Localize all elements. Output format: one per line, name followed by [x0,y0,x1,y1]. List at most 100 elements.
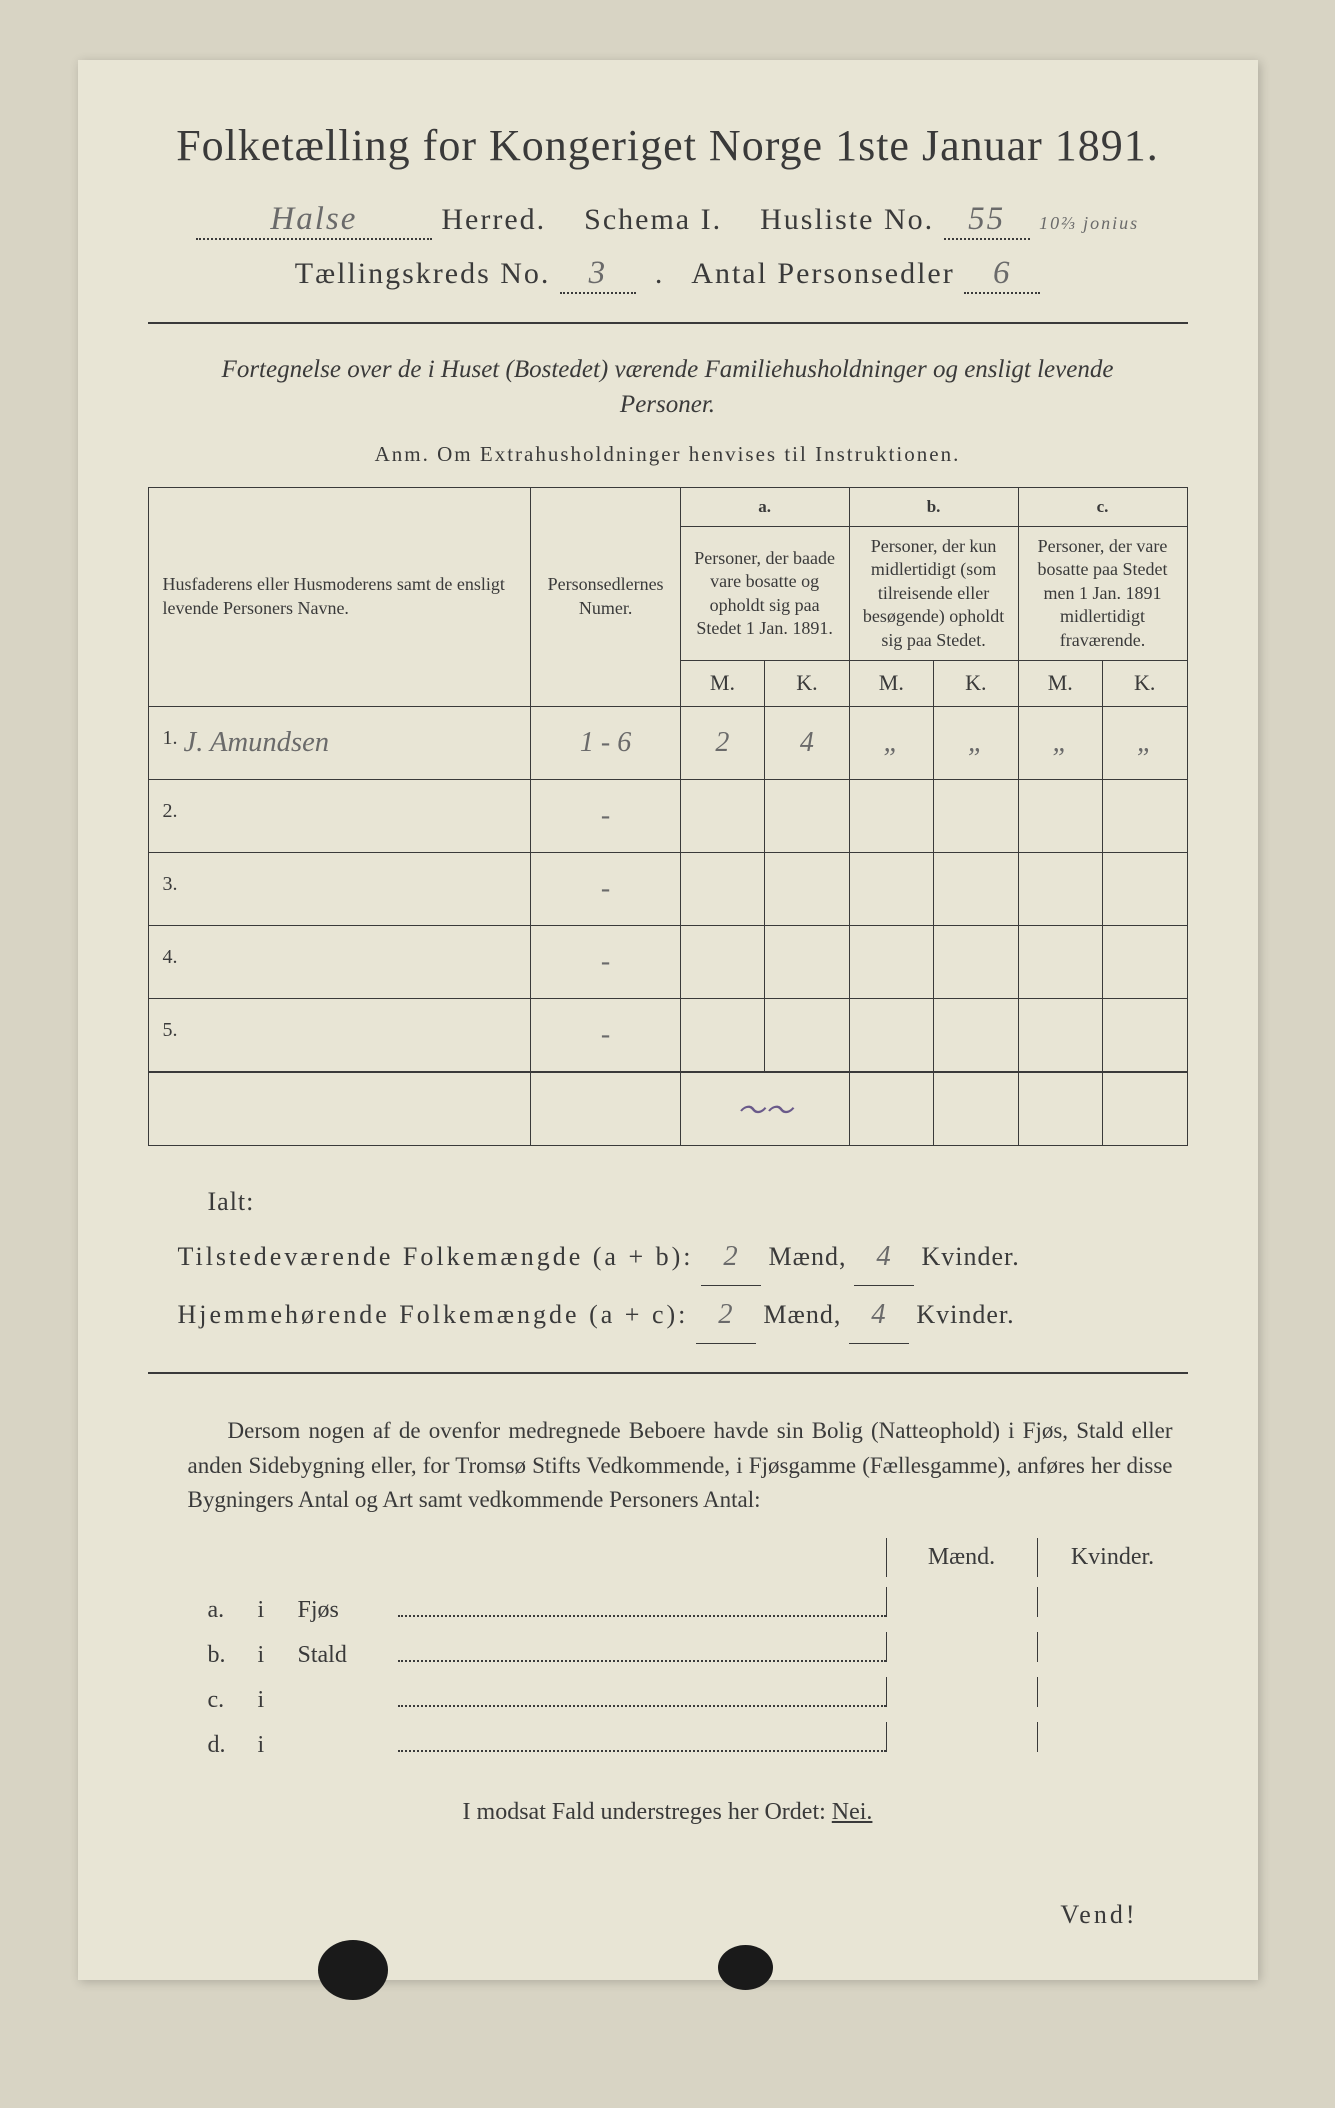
summary-block: Ialt: Tilstedeværende Folkemængde (a + b… [178,1176,1188,1344]
row-name-cell: 2. [148,779,531,852]
col-b-m: M. [849,661,933,707]
table-row: 1.J. Amundsen1 - 624„„„„ [148,706,1187,779]
antal-label: Antal Personsedler [691,257,954,290]
row-name-cell: 1.J. Amundsen [148,706,531,779]
husliste-label: Husliste No. [760,203,934,236]
husliste-value: 55 [944,201,1030,240]
row-ck [1102,852,1187,925]
bldg-letter: c. [208,1687,258,1714]
row-am [680,779,764,852]
row-bk [934,852,1018,925]
closing-line: I modsat Fald understreges her Ordet: Ne… [148,1799,1188,1826]
row-bk [934,779,1018,852]
bldg-kvinder-cell [1037,1677,1188,1707]
row-cm [1018,852,1102,925]
col-a-m: M. [680,661,764,707]
form-title: Folketælling for Kongeriget Norge 1ste J… [148,120,1188,171]
herred-label: Herred. [441,203,546,236]
table-row: 2.- [148,779,1187,852]
closing-text: I modsat Fald understreges her Ordet: [463,1799,832,1825]
col-a-header: Personer, der baade vare bosatte og opho… [680,527,849,661]
kvinder-label-2: Kvinder. [916,1300,1014,1329]
row-ck: „ [1102,706,1187,779]
kvinder-label-1: Kvinder. [921,1242,1019,1271]
row-ck [1102,925,1187,998]
row-ck [1102,998,1187,1072]
tilstede-k: 4 [854,1228,914,1286]
row-ak [765,925,849,998]
table-row: 4.- [148,925,1187,998]
row-num-cell: - [531,852,680,925]
row-cm: „ [1018,706,1102,779]
row-bm: „ [849,706,933,779]
row-bm [849,925,933,998]
row-bk [934,998,1018,1072]
col-num-header: Personsedlernes Numer. [531,488,680,707]
bldg-letter: b. [208,1642,258,1669]
husliste-side-note: 10⅔ jonius [1039,213,1139,233]
row-num-cell: 1 - 6 [531,706,680,779]
row-num-cell: - [531,925,680,998]
ialt-label: Ialt: [208,1176,1188,1228]
row-ak [765,852,849,925]
maend-label-2: Mænd, [763,1300,841,1329]
building-header: Mænd. Kvinder. [208,1538,1188,1577]
row-bm [849,852,933,925]
row-am: 2 [680,706,764,779]
hjemme-m: 2 [696,1286,756,1344]
row-num-cell: - [531,998,680,1072]
row-bm [849,998,933,1072]
ink-damage-2 [718,1945,773,1990]
bldg-i: i [258,1597,298,1624]
row-ak: 4 [765,706,849,779]
divider-2 [148,1372,1188,1374]
anm-note: Anm. Om Extrahusholdninger henvises til … [148,442,1188,467]
bldg-kvinder-cell [1037,1722,1188,1752]
row-cm [1018,998,1102,1072]
row-name-cell: 4. [148,925,531,998]
dotted-line [398,1636,886,1662]
bldg-kvinder-cell [1037,1632,1188,1662]
row-am [680,852,764,925]
bldg-maend-cell [886,1677,1037,1707]
col-c-k: K. [1102,661,1187,707]
hjemme-k: 4 [849,1286,909,1344]
row-ck [1102,779,1187,852]
row-cm [1018,925,1102,998]
summary-line-2: Hjemmehørende Folkemængde (a + c): 2 Mæn… [178,1286,1188,1344]
kreds-label: Tællingskreds No. [295,257,551,290]
row-ak [765,779,849,852]
building-row: a.iFjøs [208,1587,1188,1624]
col-a-top: a. [680,488,849,527]
bldg-letter: a. [208,1597,258,1624]
col-b-k: K. [934,661,1018,707]
table-row: 3.- [148,852,1187,925]
row-cm [1018,779,1102,852]
bldg-i: i [258,1732,298,1759]
col-c-header: Personer, der vare bosatte paa Stedet me… [1018,527,1187,661]
dotted-line [398,1681,886,1707]
bldg-i: i [258,1642,298,1669]
ink-damage-1 [318,1940,388,2000]
header-line-2: Tællingskreds No. 3 . Antal Personsedler… [148,255,1188,294]
dotted-line [398,1591,886,1617]
col-name-header: Husfaderens eller Husmoderens samt de en… [148,488,531,707]
col-b-top: b. [849,488,1018,527]
herred-value: Halse [196,201,432,240]
bldg-maend-cell [886,1587,1037,1617]
building-row: b.iStald [208,1632,1188,1669]
row-name-cell: 5. [148,998,531,1072]
vend-label: Vend! [1060,1900,1137,1930]
divider [148,322,1188,324]
schema-label: Schema I. [584,203,722,236]
squiggle-row: ～～ [148,1072,1187,1146]
bldg-kvinder-cell [1037,1587,1188,1617]
bldg-maend-label: Mænd. [886,1538,1037,1577]
maend-label-1: Mænd, [769,1242,847,1271]
row-am [680,925,764,998]
building-row: c.i [208,1677,1188,1714]
antal-value: 6 [964,255,1040,294]
building-paragraph: Dersom nogen af de ovenfor medregnede Be… [188,1414,1173,1518]
tilstede-m: 2 [701,1228,761,1286]
header-line-1: Halse Herred. Schema I. Husliste No. 55 … [148,201,1188,240]
